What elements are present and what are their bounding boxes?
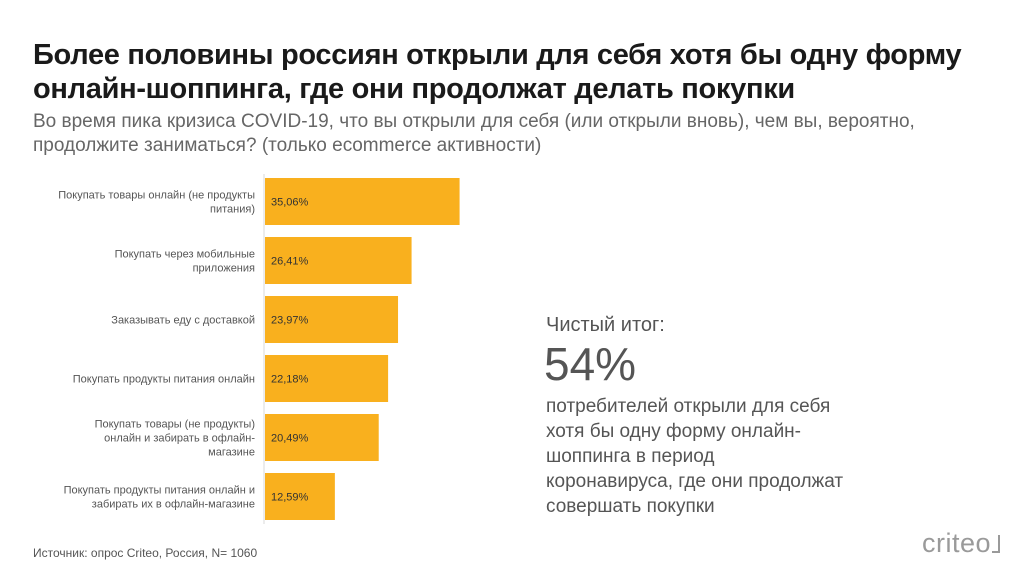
bar-value-label-1: 26,41% [271,256,309,268]
bar-value-label-3: 22,18% [271,374,309,386]
summary-value: 54% [544,338,637,390]
logo-text: criteo [922,528,992,558]
bar-4 [265,414,379,461]
category-label-line: Заказывать еду с доставкой [111,315,255,327]
bar-value-label-0: 35,06% [271,197,309,209]
category-label-line: забирать их в офлайн-магазине [92,499,255,511]
category-label-line: магазине [208,447,255,459]
category-label-1: Покупать через мобильные приложения [115,249,255,275]
summary-label: Чистый итог: [546,314,665,336]
criteo-logo: criteo [922,528,1001,559]
category-label-line: Покупать товары (не продукты) [95,419,255,431]
logo-bracket-icon [992,535,1001,553]
category-label-line: питания) [210,204,255,216]
bar-1 [265,237,412,284]
category-label-line: Покупать продукты питания онлайн и [64,485,255,497]
bar-2 [265,296,399,343]
bar-value-label-2: 23,97% [271,315,309,327]
category-label-3: Покупать продукты питания онлайн [73,374,255,386]
slide-title: Более половины россиян открыли для себя … [33,39,962,105]
category-label-5: Покупать продукты питания онлайн и забира… [64,485,255,511]
bar-0 [265,178,460,225]
category-label-4: Покупать товары (не продукты) онлайн и за… [95,419,256,459]
category-label-line: Покупать через мобильные [115,249,255,261]
summary-text: потребителей открыли для себя хотя бы од… [546,396,844,517]
category-label-line: Покупать товары онлайн (не продукты [58,190,255,202]
slide-subtitle: Во время пика кризиса COVID-19, что вы о… [33,111,915,156]
category-label-line: приложения [193,263,255,275]
bar-value-label-5: 12,59% [271,492,309,504]
bar-5 [265,473,335,520]
bar-value-label-4: 20,49% [271,433,309,445]
category-label-line: онлайн и забирать в офлайн- [104,433,255,445]
category-label-0: Покупать товары онлайн (не продукты питан… [58,190,255,216]
source-note: Источник: опрос Criteo, Россия, N= 1060 [33,546,258,560]
bar-3 [265,355,389,402]
bar-chart: 35,06% Покупать товары онлайн (не продукт… [58,174,460,524]
category-label-2: Заказывать еду с доставкой [111,315,255,327]
category-label-line: Покупать продукты питания онлайн [73,374,255,386]
